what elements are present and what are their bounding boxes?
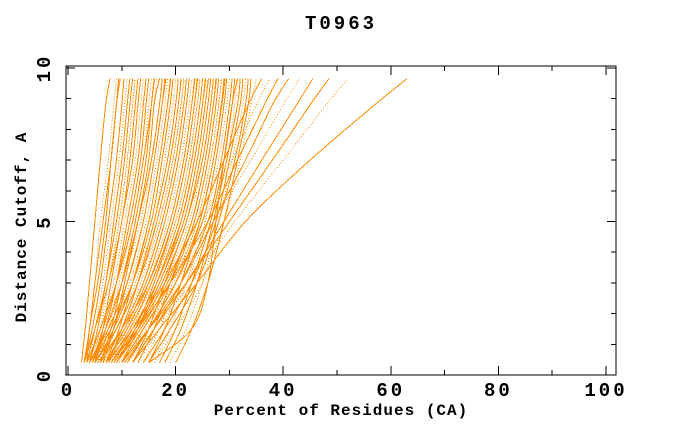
gdt-curve — [113, 78, 193, 363]
gdt-curve — [148, 78, 249, 363]
y-tick-label: 0 — [34, 368, 56, 382]
gdt-curve — [91, 78, 150, 363]
gdt-curve — [81, 78, 111, 363]
gdt-curve — [89, 78, 136, 363]
gdt-curve — [113, 78, 209, 363]
gdt-curve — [89, 78, 167, 363]
gdt-curve — [99, 78, 201, 363]
gdt-curve — [102, 78, 201, 363]
gdt-curve — [83, 78, 125, 363]
gdt-curve — [153, 78, 230, 363]
chart-title: T0963 — [304, 13, 377, 35]
axes-group — [65, 65, 617, 376]
x-axis-label: Percent of Residues (CA) — [213, 402, 469, 420]
gdt-curve — [89, 78, 134, 363]
gdt-curve — [83, 78, 120, 363]
gdt-curve — [137, 78, 238, 363]
x-tick-label: 20 — [161, 380, 190, 402]
x-tick-label: 60 — [376, 380, 405, 402]
gdt-curve — [97, 78, 185, 363]
y-tick-label: 5 — [34, 214, 56, 228]
gdt-curve — [115, 78, 214, 363]
gdt-curve — [91, 78, 174, 363]
gdt-curve — [118, 78, 223, 364]
gdt-curve — [132, 78, 408, 364]
x-tick-label: 100 — [584, 380, 627, 402]
y-axis-label: Distance Cutoff, A — [13, 131, 31, 323]
gdt-curve — [102, 78, 182, 363]
y-tick-label: 10 — [34, 54, 56, 83]
gdt-curve — [121, 78, 271, 363]
gdt-curve — [142, 78, 244, 363]
x-tick-label: 0 — [61, 380, 75, 402]
curves-group — [81, 78, 408, 364]
gdt-curve — [110, 78, 207, 363]
gdt-curve — [148, 78, 238, 364]
gdt-curve — [105, 78, 196, 363]
gdt-curve — [142, 78, 222, 363]
gdt-curve — [121, 78, 220, 363]
gdt-curve — [124, 78, 226, 363]
gdt-curve — [107, 78, 199, 363]
gdt-curve — [126, 78, 349, 364]
gdt-curve — [94, 78, 168, 363]
x-tick-label: 40 — [269, 380, 298, 402]
gdt-curve — [94, 78, 172, 363]
x-tick-label: 80 — [484, 380, 513, 402]
plot-border — [65, 65, 617, 376]
gdt-curve — [115, 78, 217, 363]
gdt-curve — [132, 78, 314, 363]
gdt-curve — [105, 78, 190, 363]
gdt-curve — [91, 78, 156, 363]
